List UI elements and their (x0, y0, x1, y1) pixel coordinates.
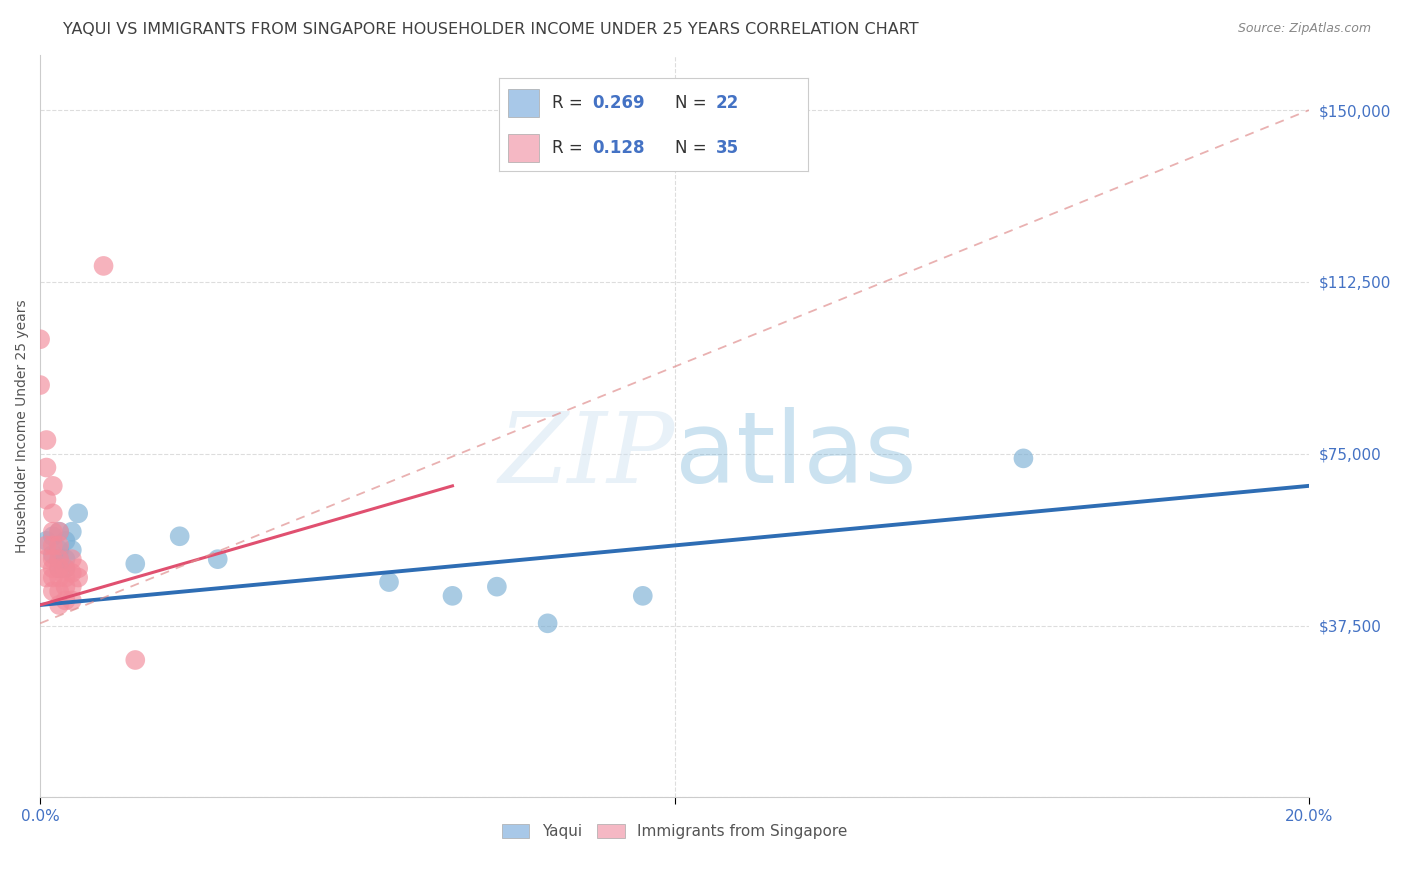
Point (48, 552, 70, 566)
Text: 22: 22 (716, 94, 740, 112)
Point (93, 259, 115, 273)
Text: YAQUI VS IMMIGRANTS FROM SINGAPORE HOUSEHOLDER INCOME UNDER 25 YEARS CORRELATION: YAQUI VS IMMIGRANTS FROM SINGAPORE HOUSE… (63, 22, 920, 37)
Point (35, 492, 58, 507)
Point (48, 598, 70, 612)
Text: N =: N = (675, 139, 713, 157)
Text: atlas: atlas (675, 408, 917, 505)
Point (631, 589, 654, 603)
Point (55, 580, 77, 594)
Point (55, 570, 77, 584)
Text: 0.269: 0.269 (592, 94, 644, 112)
Point (35, 460, 58, 475)
Point (42, 529, 65, 543)
Point (60, 566, 83, 580)
Point (1012, 451, 1035, 466)
Point (124, 557, 146, 571)
Point (60, 552, 83, 566)
Point (48, 561, 70, 575)
Text: Source: ZipAtlas.com: Source: ZipAtlas.com (1237, 22, 1371, 36)
Point (42, 552, 65, 566)
Point (42, 524, 65, 539)
Text: 0.128: 0.128 (592, 139, 644, 157)
Legend: Yaqui, Immigrants from Singapore: Yaqui, Immigrants from Singapore (496, 818, 853, 846)
Point (485, 580, 508, 594)
Point (67, 507, 90, 521)
Text: R =: R = (551, 139, 588, 157)
Y-axis label: Householder Income Under 25 years: Householder Income Under 25 years (15, 300, 30, 553)
Point (35, 538, 58, 552)
Point (35, 433, 58, 447)
Point (55, 561, 77, 575)
Point (42, 584, 65, 599)
Point (35, 552, 58, 566)
Point (55, 533, 77, 548)
Text: 35: 35 (716, 139, 738, 157)
Point (42, 507, 65, 521)
Point (55, 552, 77, 566)
Point (48, 584, 70, 599)
Point (30, 378, 52, 392)
Point (124, 653, 146, 667)
Point (60, 543, 83, 558)
Point (441, 589, 464, 603)
Point (48, 524, 70, 539)
Point (67, 570, 90, 584)
Point (378, 575, 401, 590)
Point (55, 561, 77, 575)
Point (536, 616, 558, 631)
Point (55, 593, 77, 607)
Point (67, 561, 90, 575)
Point (60, 580, 83, 594)
Point (30, 332, 52, 346)
Point (48, 570, 70, 584)
Point (42, 538, 65, 552)
Point (60, 524, 83, 539)
Point (42, 479, 65, 493)
Point (48, 543, 70, 558)
Bar (509, 89, 540, 117)
Point (48, 552, 70, 566)
Point (207, 552, 229, 566)
Point (42, 570, 65, 584)
Point (35, 533, 58, 548)
Text: ZIP: ZIP (498, 409, 675, 504)
Point (60, 593, 83, 607)
Point (48, 524, 70, 539)
Point (42, 561, 65, 575)
Point (169, 529, 191, 543)
Point (48, 538, 70, 552)
Text: R =: R = (551, 94, 588, 112)
Point (42, 548, 65, 562)
Point (48, 561, 70, 575)
Bar (509, 134, 540, 162)
Text: N =: N = (675, 94, 713, 112)
Point (35, 570, 58, 584)
